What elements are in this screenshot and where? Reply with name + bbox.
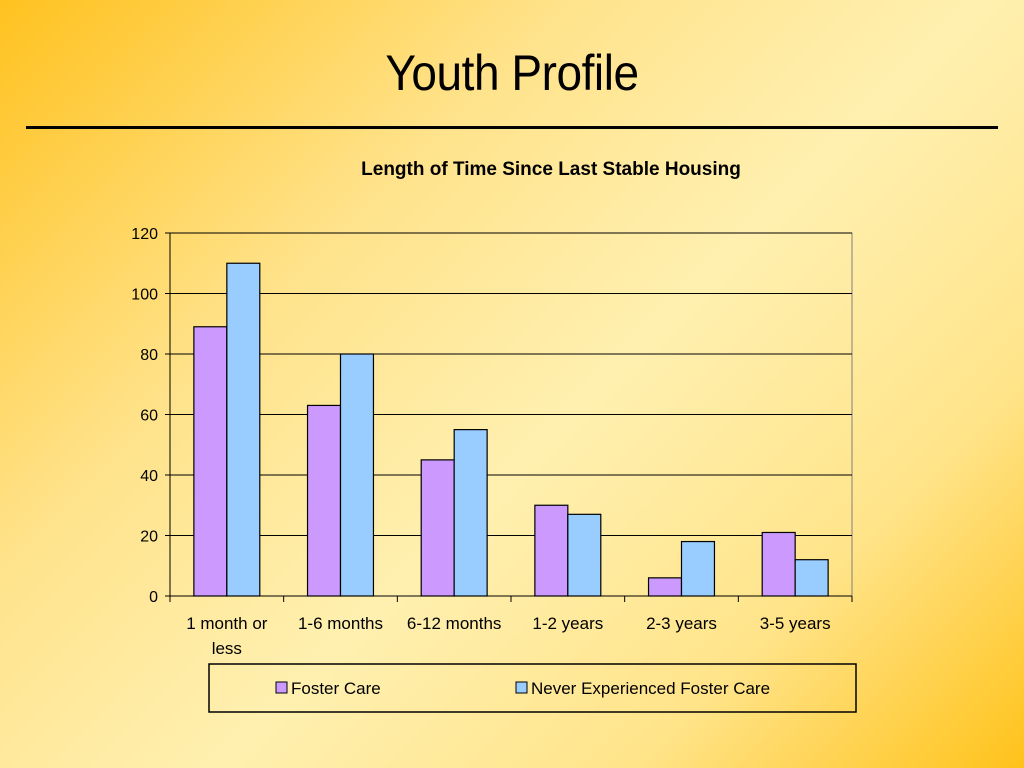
legend-box (208, 663, 857, 713)
bar-never-foster-care (339, 353, 375, 597)
y-tick-label: 100 (131, 287, 158, 304)
y-tick-label: 120 (131, 226, 158, 243)
bar-foster-care (761, 531, 796, 597)
x-category-label: less (212, 639, 242, 658)
x-category-label: 2-3 years (646, 614, 717, 633)
bar-never-foster-care (453, 429, 488, 597)
title-divider (26, 126, 998, 129)
bar-never-foster-care (226, 262, 261, 597)
x-category-label: 1-2 years (532, 614, 603, 633)
x-category-label: 6-12 months (407, 614, 502, 633)
bar-foster-care (647, 577, 683, 597)
legend-foster-care-label: Foster Care (291, 679, 381, 698)
bar-never-foster-care (794, 559, 829, 597)
bar-never-foster-care (680, 540, 716, 597)
chart-title: Length of Time Since Last Stable Housing (361, 159, 741, 180)
legend-never-foster-care-label: Never Experienced Foster Care (531, 679, 770, 698)
legend-foster-care-swatch (275, 681, 288, 694)
slide-title: Youth Profile (385, 45, 639, 101)
y-tick-label: 20 (140, 529, 158, 546)
x-category-label: 1-6 months (298, 614, 383, 633)
bar-foster-care (193, 326, 228, 597)
bar-foster-care (306, 404, 342, 597)
legend-never-foster-care-swatch (515, 681, 528, 694)
bar-never-foster-care (567, 513, 602, 597)
y-tick-label: 0 (149, 589, 158, 606)
x-category-label: 3-5 years (760, 614, 831, 633)
y-tick-label: 60 (140, 408, 158, 425)
y-tick-label: 80 (140, 347, 158, 364)
y-tick-label: 40 (140, 468, 158, 485)
x-category-label: 1 month or (186, 614, 268, 633)
bar-foster-care (420, 459, 455, 597)
bar-foster-care (534, 504, 569, 597)
